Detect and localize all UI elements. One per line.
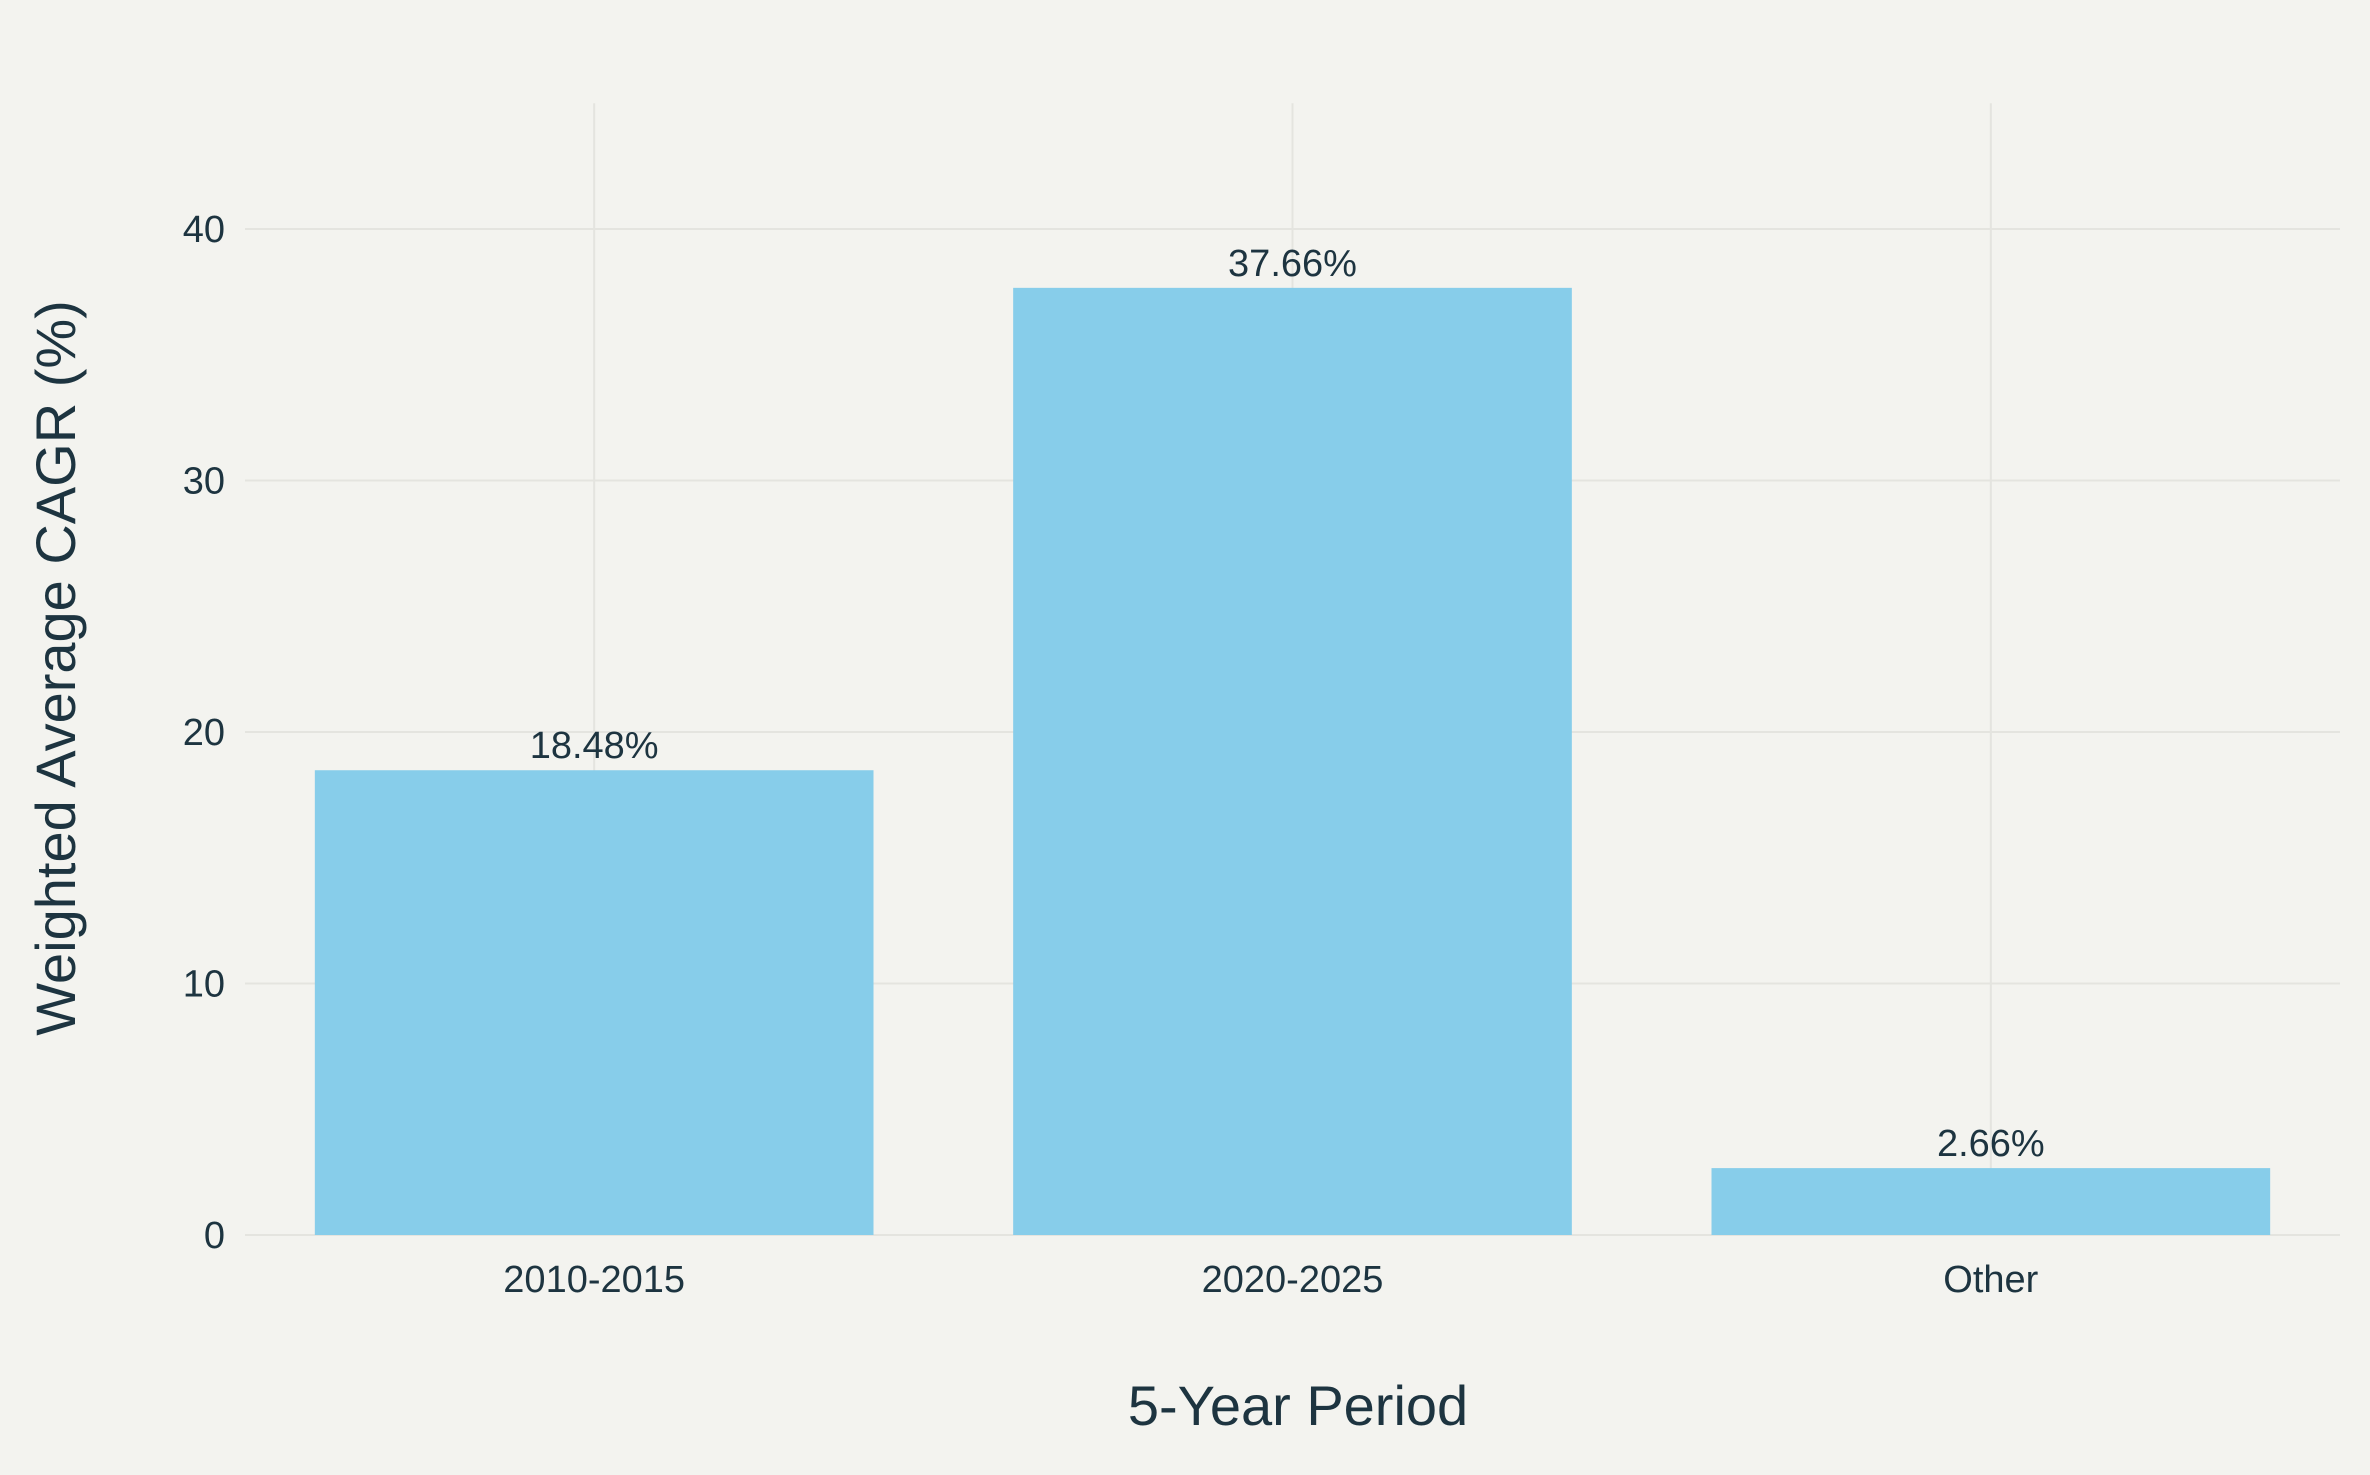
bar (1013, 287, 1572, 1235)
x-axis-title: 5-Year Period (1128, 1374, 1468, 1437)
labels-layer: 18.48% 37.66% 2.66% (530, 243, 2045, 1165)
y-axis-title: Weighted Average CAGR (%) (24, 300, 87, 1036)
ticks-layer: 0 10 20 30 40 2010-2015 2020-2025 Other (183, 209, 2039, 1301)
bar-value-label: 18.48% (530, 725, 659, 767)
y-tick-label: 30 (183, 461, 225, 503)
bars-layer (314, 287, 2271, 1235)
bar (314, 770, 874, 1235)
y-tick-label: 10 (183, 964, 225, 1006)
y-tick-label: 0 (204, 1215, 225, 1257)
y-tick-label: 20 (183, 712, 225, 754)
x-tick-label: 2010-2015 (503, 1259, 685, 1301)
bar (1711, 1168, 2271, 1235)
x-tick-label: Other (1943, 1259, 2038, 1301)
x-tick-label: 2020-2025 (1202, 1259, 1384, 1301)
y-tick-label: 40 (183, 209, 225, 251)
bar-value-label: 2.66% (1937, 1123, 2045, 1165)
bar-value-label: 37.66% (1228, 243, 1357, 285)
